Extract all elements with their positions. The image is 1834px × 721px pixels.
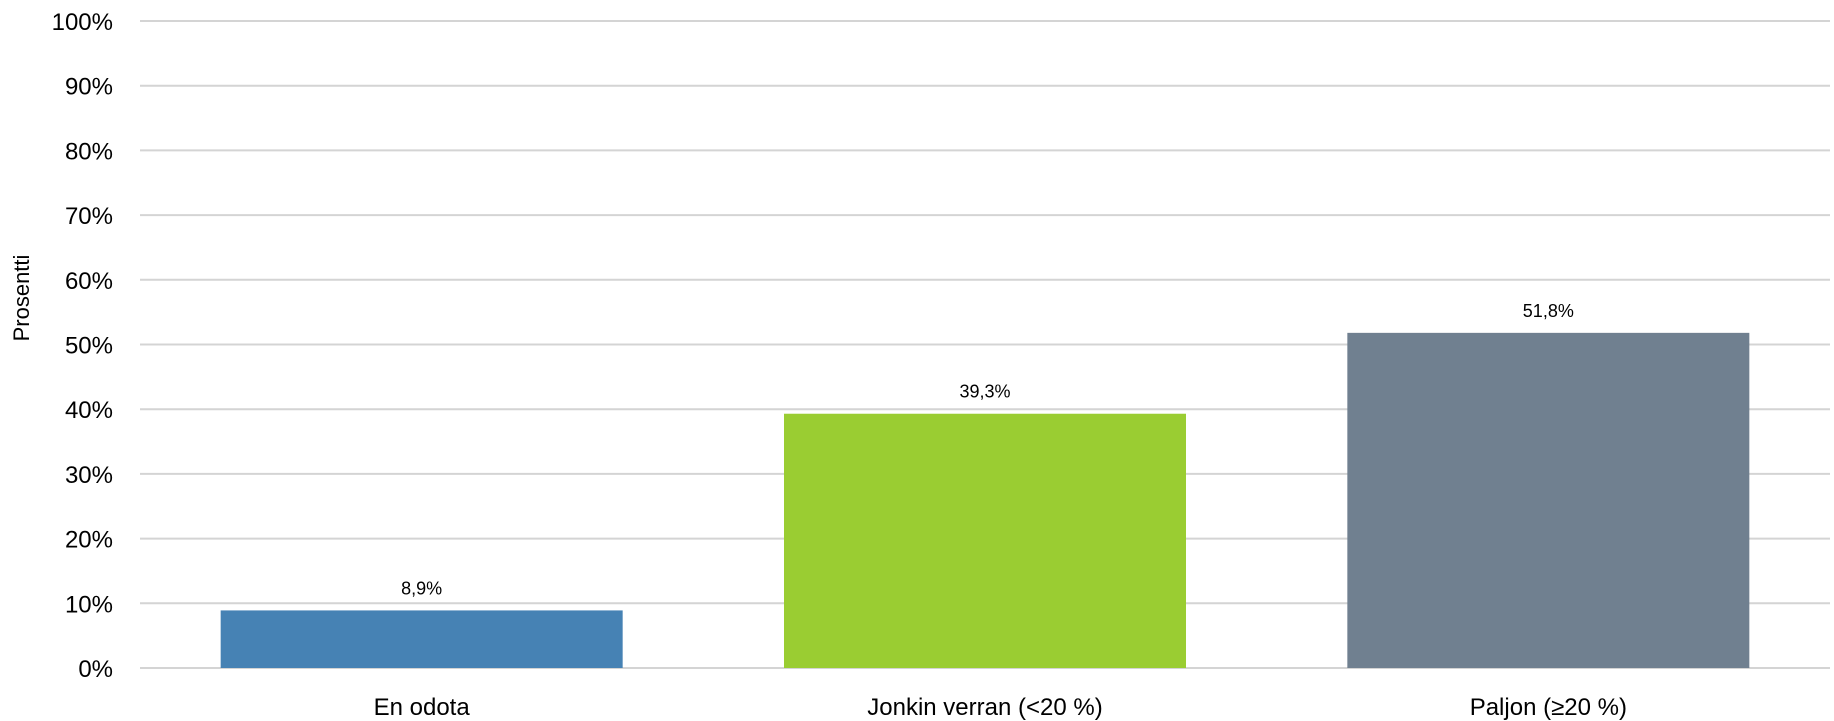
x-category-label: Jonkin verran (<20 %)	[867, 694, 1102, 721]
x-axis-category-labels: En odota Jonkin verran (<20 %) Paljon (≥20…	[374, 694, 1627, 721]
y-tick-label: 20%	[65, 527, 113, 554]
bar-data-label: 39,3%	[959, 382, 1010, 402]
y-tick-label: 0%	[78, 656, 113, 683]
x-category-label: En odota	[374, 694, 471, 721]
y-tick-label: 40%	[65, 397, 113, 424]
bar	[784, 413, 1186, 668]
y-tick-label: 50%	[65, 333, 113, 360]
y-tick-label: 90%	[65, 74, 113, 101]
bar-data-label: 8,9%	[401, 578, 442, 598]
y-tick-label: 10%	[65, 591, 113, 618]
y-axis-title: Prosentti	[9, 255, 34, 342]
data-labels: 8,9% 39,3% 51,8%	[401, 301, 1574, 599]
bar-data-label: 51,8%	[1523, 301, 1574, 321]
gridlines	[140, 20, 1830, 669]
y-tick-label: 60%	[65, 268, 113, 295]
bars	[220, 332, 1750, 668]
x-category-label: Paljon (≥20 %)	[1470, 694, 1627, 721]
bar	[1347, 332, 1750, 668]
y-tick-label: 70%	[65, 203, 113, 230]
y-tick-label: 80%	[65, 138, 113, 165]
y-tick-label: 100%	[52, 9, 113, 36]
y-axis-tick-labels: 0% 10% 20% 30% 40% 50% 60% 70% 80% 90% 100%	[52, 9, 113, 683]
y-tick-label: 30%	[65, 462, 113, 489]
bar	[220, 610, 623, 668]
